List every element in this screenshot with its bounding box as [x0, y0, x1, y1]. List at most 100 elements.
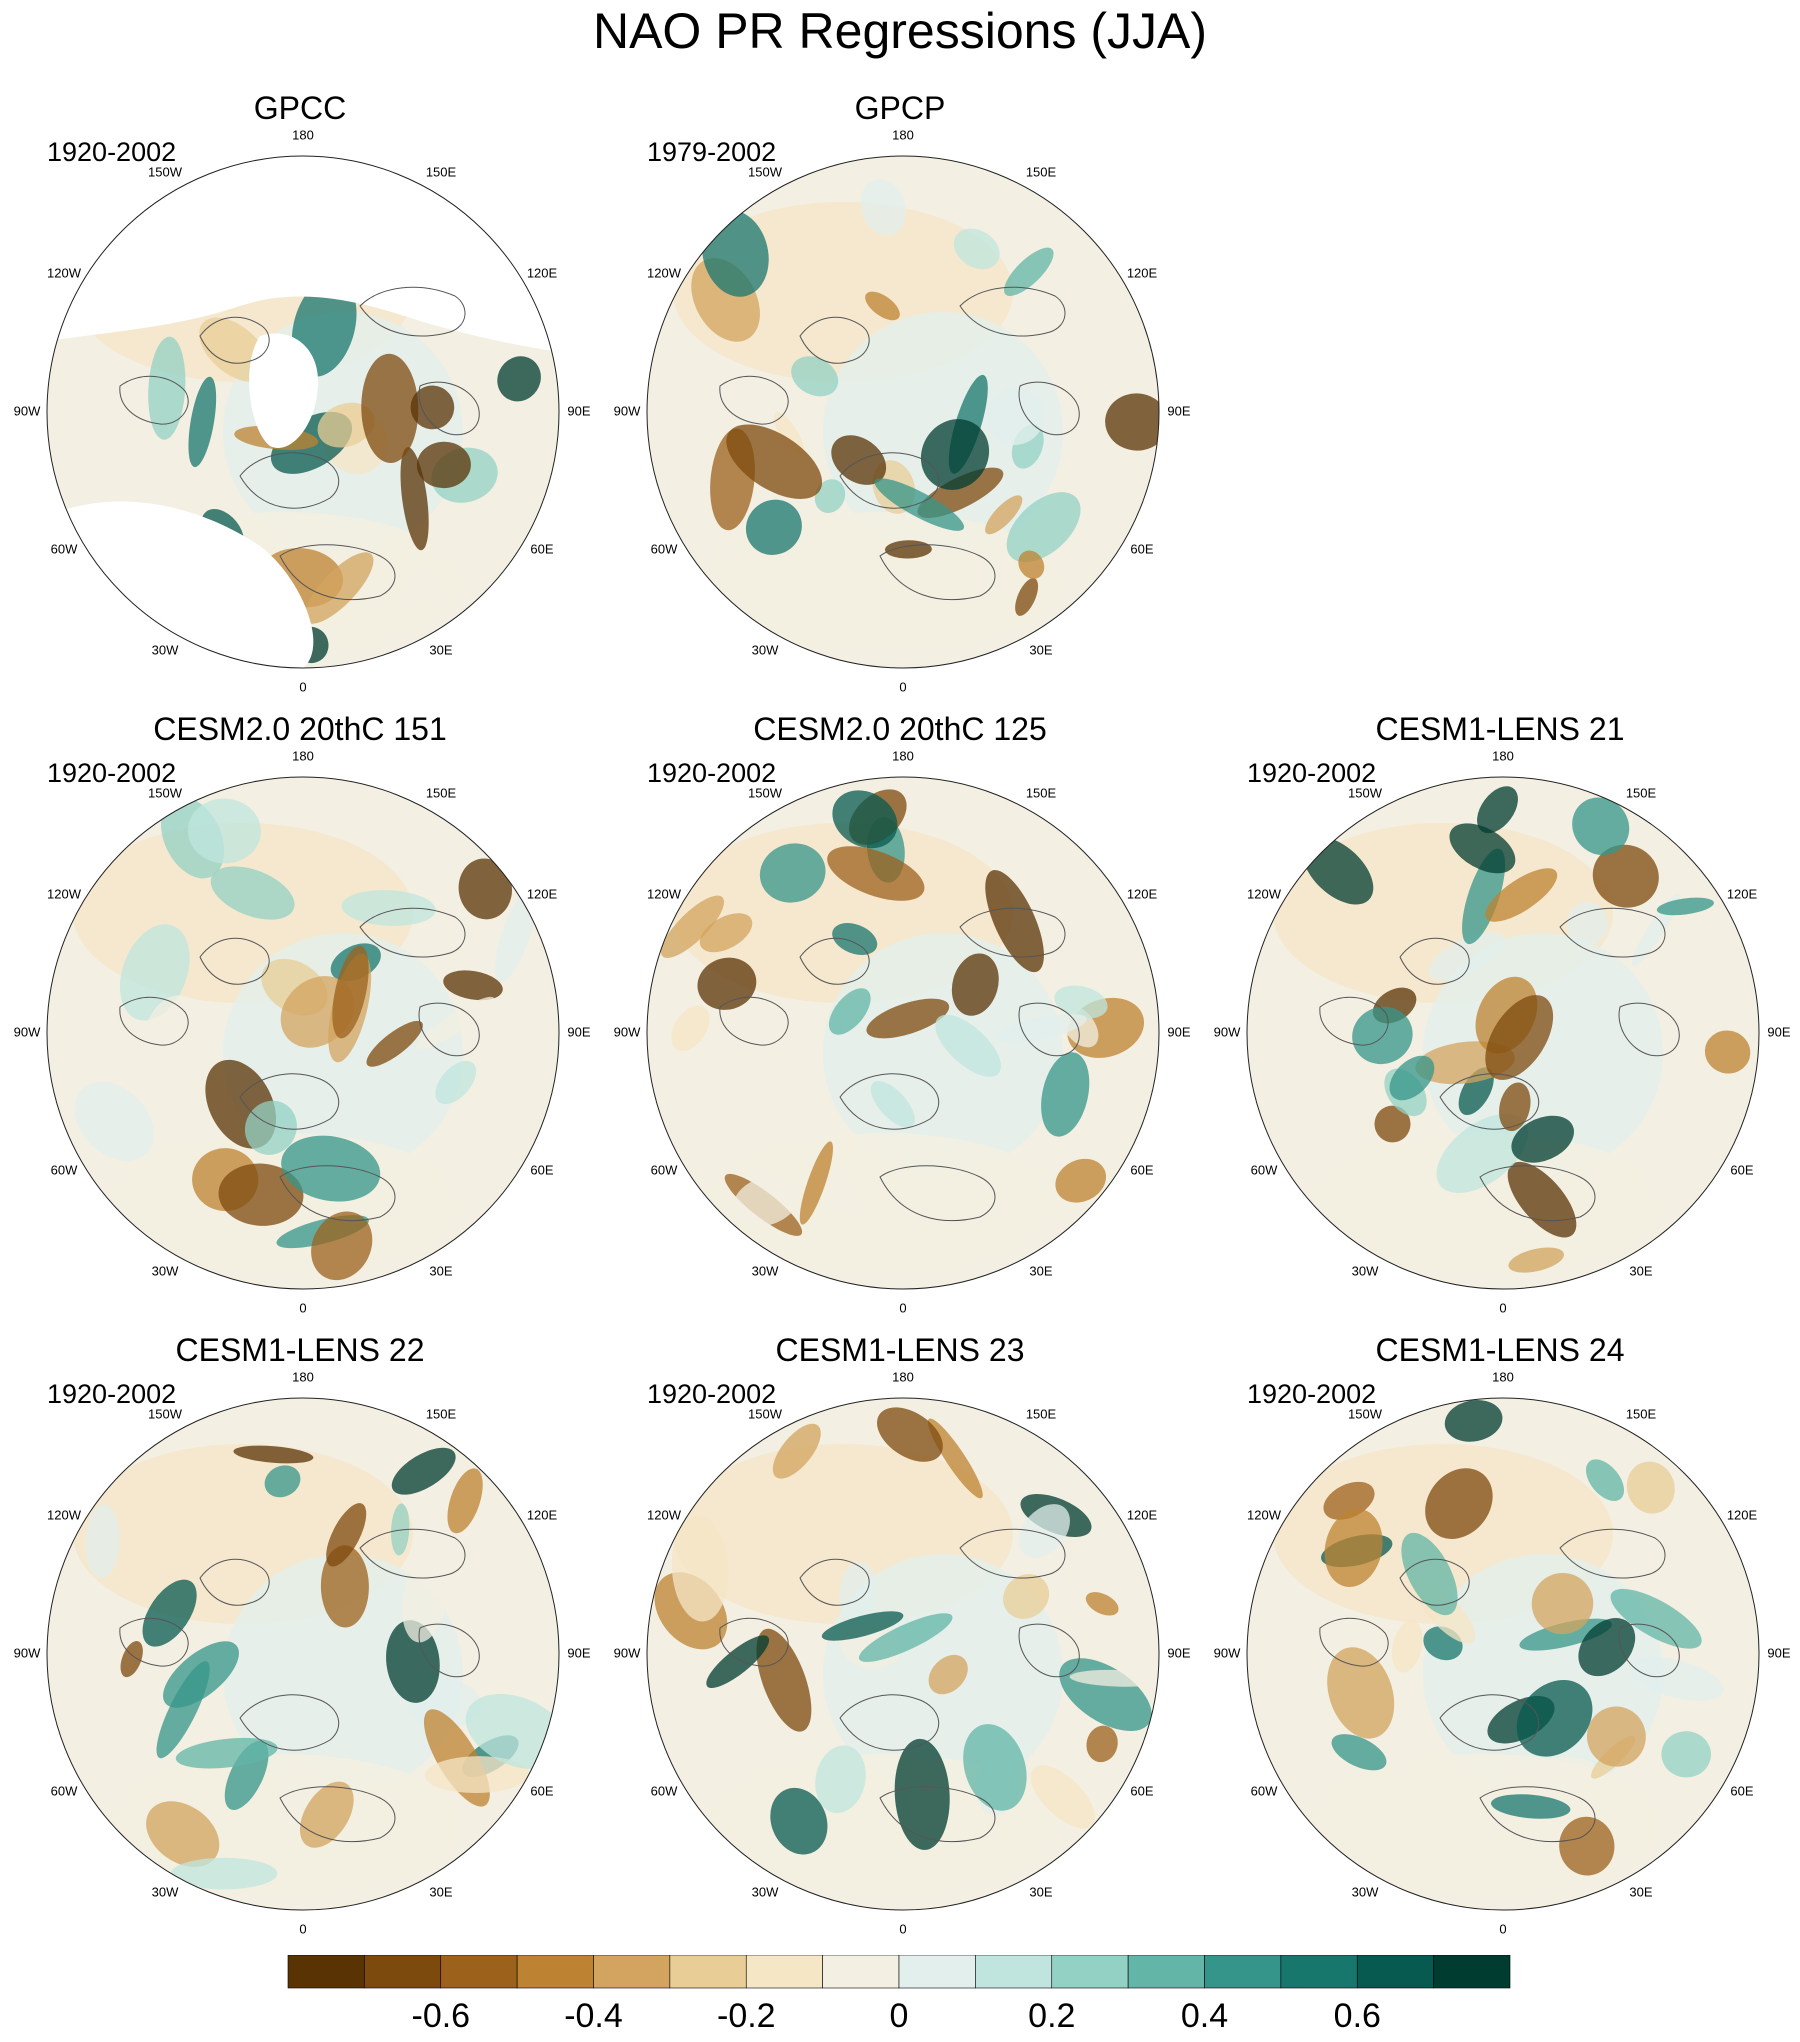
coastline [839, 452, 940, 509]
anomaly-patch [1428, 931, 1505, 981]
anomaly-patch [671, 1515, 729, 1622]
anomaly-patch [1085, 1592, 1119, 1616]
panel-title: CESM1-LENS 23 [775, 1332, 1025, 1368]
anomaly-patch [299, 1781, 354, 1848]
anomaly-patch [1352, 1006, 1413, 1065]
panel-cesm1-23: CESM1-LENS 23 1920-2002 180 150E 120E 90E 60… [600, 1328, 1200, 1948]
lon-label: 60E [1730, 1783, 1753, 1798]
coastline [279, 1165, 396, 1222]
anomaly-patch [791, 356, 839, 397]
anomaly-patch [1327, 1647, 1395, 1739]
lon-label: 30W [152, 1263, 179, 1278]
lon-label: 150E [1026, 1406, 1057, 1421]
missing-data-mask [249, 333, 319, 448]
coastline [418, 381, 480, 436]
anomaly-patch [1559, 1816, 1615, 1876]
coastline [418, 1623, 480, 1678]
anomaly-patch [920, 419, 990, 490]
colorbar-swatch [516, 1955, 594, 1989]
map-rim [646, 776, 1160, 1290]
map-rim [646, 155, 1160, 669]
anomaly-patch [114, 1702, 158, 1748]
lon-label: 120W [47, 886, 82, 901]
lon-label: 120W [47, 1507, 82, 1522]
coastline [359, 286, 466, 337]
anomaly-patch [821, 1611, 904, 1641]
anomaly-patch [361, 353, 419, 463]
map-rim [46, 776, 560, 1290]
lon-label: 60E [530, 1162, 553, 1177]
anomaly-patch [839, 1562, 878, 1626]
anomaly-patch [1041, 1052, 1090, 1137]
lon-label: 30W [752, 1263, 779, 1278]
field-layer [47, 156, 559, 668]
lon-label: 30E [1029, 1884, 1052, 1899]
lon-label: 180 [292, 1369, 314, 1384]
anomaly-patch [1391, 1620, 1423, 1673]
colorbar-swatch [898, 1955, 976, 1989]
panel-period: 1979-2002 [647, 137, 777, 167]
lon-label: 150W [748, 164, 783, 179]
anomaly-patch [860, 179, 906, 236]
colorbar-swatch [975, 1955, 1053, 1989]
panel-cesm1-21: CESM1-LENS 21 1920-2002 180 150E 120E 90E 60… [1200, 707, 1800, 1327]
anomaly-patch [877, 1407, 943, 1462]
anomaly-patch [894, 1738, 950, 1850]
lon-label: 0 [899, 1300, 906, 1315]
anomaly-patch [832, 923, 878, 955]
anomaly-patch [317, 402, 375, 448]
panel-gpcp: GPCP 1979-2002 180 150E 120E 90E 60E 30E 0 30W 6… [600, 86, 1200, 706]
anomaly-patch [142, 1579, 197, 1647]
anomaly-patch [495, 886, 537, 982]
panel-title: GPCP [854, 90, 946, 126]
panel-cesm1-24: CESM1-LENS 24 1920-2002 180 150E 120E 90E 60… [1200, 1328, 1800, 1948]
anomaly-patch [866, 998, 950, 1039]
polar-map: 180 150E 120E 90E 60E 30E 0 30W 60W 90W 120W 150W [14, 127, 591, 694]
lon-label: 90E [567, 1024, 590, 1039]
coastline [1018, 1002, 1080, 1057]
anomaly-patch [424, 1756, 530, 1794]
lon-label: 30E [429, 1884, 452, 1899]
lon-label: 150E [426, 164, 457, 179]
anomaly-patch [1055, 1158, 1107, 1203]
anomaly-patch [1519, 1618, 1612, 1651]
panel-cesm2-125: CESM2.0 20thC 125 1920-2002 180 150E 120E 9… [600, 707, 1200, 1327]
lon-label: 0 [1499, 1921, 1506, 1936]
lon-label: 150W [748, 1406, 783, 1421]
anomaly-patch [1586, 1706, 1646, 1767]
polar-map: 180 150E 120E 90E 60E 30E 0 30W 60W 90W 120W 150W [1214, 1369, 1791, 1936]
coastline [719, 375, 789, 425]
lon-label: 60E [1130, 1162, 1153, 1177]
anomaly-patch [1566, 901, 1608, 946]
colorbar-tick-label: -0.4 [564, 1997, 623, 2035]
polar-map: 180 150E 120E 90E 60E 30E 0 30W 60W 90W 120W 150W [1214, 748, 1791, 1315]
polar-map: 180 150E 120E 90E 60E 30E 0 30W 60W 90W 120W 150W [14, 1369, 591, 1936]
lon-label: 60E [530, 541, 553, 556]
anomaly-patch [410, 385, 455, 430]
anomaly-patch [188, 376, 217, 468]
anomaly-patch [443, 970, 503, 1001]
anomaly-patch [264, 1465, 301, 1498]
anomaly-patch [210, 866, 295, 920]
lon-label: 90E [1767, 1024, 1790, 1039]
field-layer [647, 156, 1159, 668]
lon-label: 180 [892, 1369, 914, 1384]
anomaly-patch [963, 1724, 1027, 1811]
anomaly-patch [146, 1801, 220, 1867]
lon-label: 30E [429, 642, 452, 657]
lon-label: 60W [651, 1783, 678, 1798]
anomaly-patch [706, 1635, 770, 1689]
colorbar-tick-label: 0.6 [1334, 1997, 1381, 2035]
anomaly-patch [828, 988, 871, 1035]
anomaly-patch [1105, 393, 1159, 451]
anomaly-patch [1324, 1508, 1383, 1587]
lon-label: 120W [647, 265, 682, 280]
anomaly-patch [366, 1020, 423, 1067]
colorbar-swatch [745, 1955, 823, 1989]
panel-title: CESM2.0 20thC 151 [153, 711, 447, 747]
anomaly-patch [233, 1445, 314, 1464]
lon-label: 120E [1127, 265, 1158, 280]
coastline [719, 996, 789, 1046]
polar-map: 180 150E 120E 90E 60E 30E 0 30W 60W 90W 120W 150W [614, 1369, 1191, 1936]
coastline [1559, 1528, 1666, 1579]
